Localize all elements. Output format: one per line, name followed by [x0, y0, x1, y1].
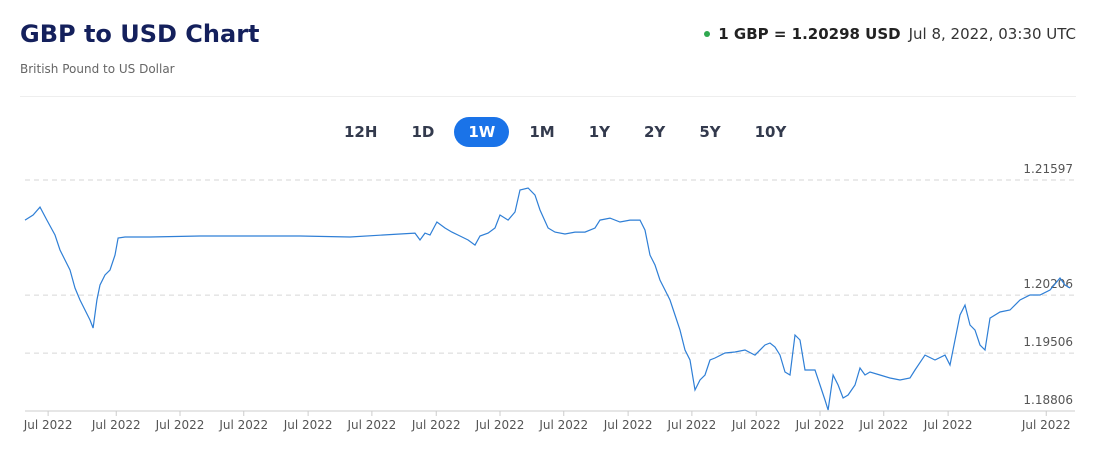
x-tick-label: Jul 2022: [475, 418, 525, 432]
price-line: [24, 187, 1071, 411]
range-tab[interactable]: 12H: [344, 123, 378, 141]
range-tab[interactable]: 1M: [529, 123, 555, 141]
x-tick-label: Jul 2022: [411, 418, 461, 432]
x-tick-label: Jul 2022: [731, 418, 781, 432]
subtitle: British Pound to US Dollar: [20, 62, 175, 76]
title: GBP to USD Chart: [20, 20, 260, 48]
x-tick-label: Jul 2022: [91, 418, 141, 432]
x-tick-label: Jul 2022: [538, 418, 588, 432]
x-tick-label: Jul 2022: [795, 418, 845, 432]
range-tabs: 12H 1D 1W 1M 1Y 2Y 5Y 10Y: [330, 117, 800, 147]
rate: 1 GBP = 1.20298 USD: [718, 25, 901, 43]
range-tab[interactable]: 1W: [454, 117, 510, 147]
y-tick-label: 1.21597: [1023, 162, 1073, 176]
x-tick-label: Jul 2022: [23, 418, 73, 432]
range-tab[interactable]: 1D: [411, 123, 435, 141]
rate-box: 1 GBP = 1.20298 USD Jul 8, 2022, 03:30 U…: [704, 25, 1076, 43]
x-tick-label: Jul 2022: [603, 418, 653, 432]
time: Jul 8, 2022, 03:30 UTC: [908, 25, 1076, 43]
separator: [20, 96, 1076, 97]
y-tick-label: 1.20206: [1023, 277, 1073, 291]
y-tick-label: 1.18806: [1023, 393, 1073, 407]
y-tick-label: 1.19506: [1023, 335, 1073, 349]
x-tick-label: Jul 2022: [283, 418, 333, 432]
x-tick-label: Jul 2022: [155, 418, 205, 432]
x-tick-label: Jul 2022: [346, 418, 396, 432]
range-tab[interactable]: 5Y: [699, 123, 721, 141]
range-tab[interactable]: 2Y: [644, 123, 666, 141]
x-tick-label: Jul 2022: [1021, 418, 1071, 432]
range-tab[interactable]: 1Y: [588, 123, 610, 141]
x-tick-label: Jul 2022: [858, 418, 908, 432]
status-dot: [704, 31, 711, 37]
x-tick-label: Jul 2022: [923, 418, 973, 432]
x-tick-label: Jul 2022: [666, 418, 716, 432]
range-tab[interactable]: 10Y: [754, 123, 787, 141]
x-tick-label: Jul 2022: [218, 418, 268, 432]
